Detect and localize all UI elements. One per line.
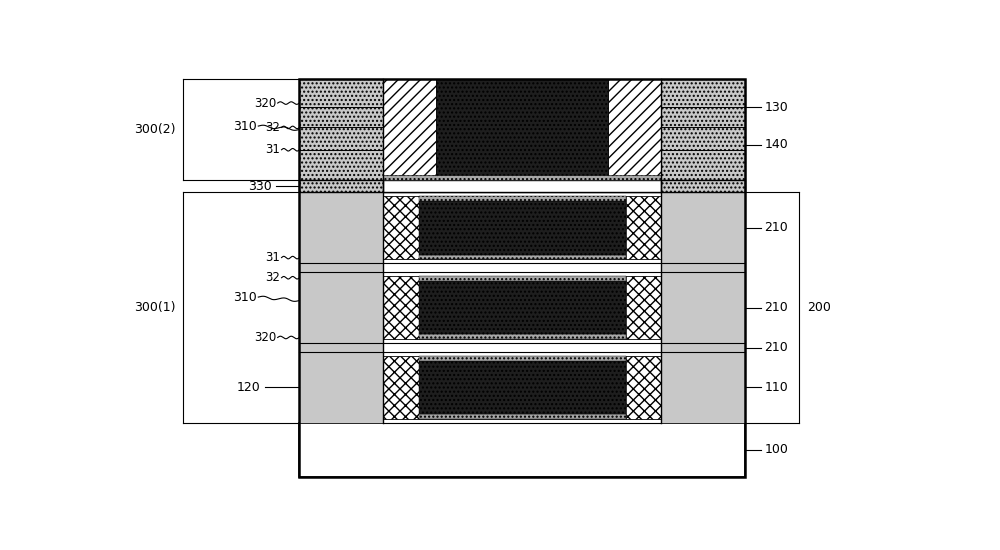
Text: 320: 320 — [254, 97, 276, 109]
Bar — [626, 276, 661, 339]
Bar — [383, 196, 419, 259]
Text: 31: 31 — [265, 251, 280, 264]
Bar — [419, 201, 626, 255]
Text: 32: 32 — [265, 121, 280, 134]
Text: 330: 330 — [248, 180, 272, 192]
Bar — [419, 356, 626, 361]
Text: 130: 130 — [764, 101, 788, 114]
Bar — [626, 196, 661, 259]
Text: 310: 310 — [233, 119, 257, 133]
Text: 320: 320 — [254, 331, 276, 344]
Text: 210: 210 — [764, 341, 788, 354]
Bar — [419, 255, 626, 259]
Bar — [383, 339, 661, 343]
Text: 140: 140 — [764, 138, 788, 151]
Text: 300(2): 300(2) — [134, 123, 175, 136]
Bar — [383, 419, 661, 423]
Text: 210: 210 — [764, 301, 788, 314]
Bar — [383, 79, 436, 180]
Bar — [299, 79, 383, 180]
Bar — [383, 343, 661, 352]
Bar — [383, 263, 661, 272]
Bar — [383, 276, 419, 339]
Bar — [419, 361, 626, 414]
Text: 32: 32 — [265, 271, 280, 284]
Bar — [299, 180, 745, 192]
Bar — [383, 180, 661, 192]
Bar — [608, 79, 661, 180]
Bar — [383, 192, 661, 196]
Bar — [299, 79, 745, 477]
Bar — [383, 259, 661, 263]
Text: 100: 100 — [764, 443, 788, 456]
Bar — [419, 414, 626, 419]
Bar — [383, 356, 419, 419]
Bar — [436, 79, 608, 180]
Bar — [419, 281, 626, 334]
Bar — [299, 423, 745, 477]
Text: 310: 310 — [233, 290, 257, 304]
Bar — [383, 175, 661, 180]
Text: 210: 210 — [764, 221, 788, 234]
Bar — [299, 192, 383, 423]
Text: 300(1): 300(1) — [134, 301, 175, 314]
Text: 200: 200 — [807, 301, 831, 314]
Bar — [383, 352, 661, 356]
Bar — [419, 334, 626, 339]
Bar — [661, 79, 745, 180]
Bar — [626, 356, 661, 419]
Bar — [661, 192, 745, 423]
Bar — [419, 196, 626, 201]
Bar — [419, 276, 626, 281]
Bar — [383, 272, 661, 276]
Text: 110: 110 — [764, 381, 788, 394]
Text: 31: 31 — [265, 143, 280, 156]
Text: 120: 120 — [237, 381, 261, 394]
